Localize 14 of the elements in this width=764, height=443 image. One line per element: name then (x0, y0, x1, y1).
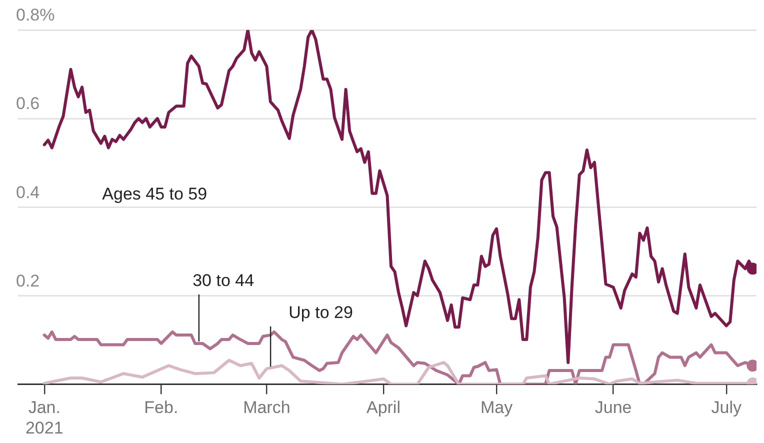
text: Ages 45 to 59 (102, 184, 208, 204)
y-tick-label: 0.4 (16, 182, 40, 202)
x-tick-label: April (366, 398, 400, 418)
x-tick-label: Feb. (144, 398, 178, 418)
x-tick-label: July (711, 398, 742, 418)
y-tick-label: 0.2 (16, 271, 40, 290)
x-tick-label: March (243, 398, 290, 418)
text: Up to 29 (288, 303, 353, 322)
x-tick-label: May (480, 398, 514, 418)
text: 30 to 44 (192, 271, 254, 290)
y-tick-label: 0.8% (16, 6, 55, 25)
y-tick-label: 0.6 (16, 94, 40, 114)
x-tick-label: Jan. 2021 (25, 398, 64, 438)
x-tick-label: June (594, 398, 632, 418)
